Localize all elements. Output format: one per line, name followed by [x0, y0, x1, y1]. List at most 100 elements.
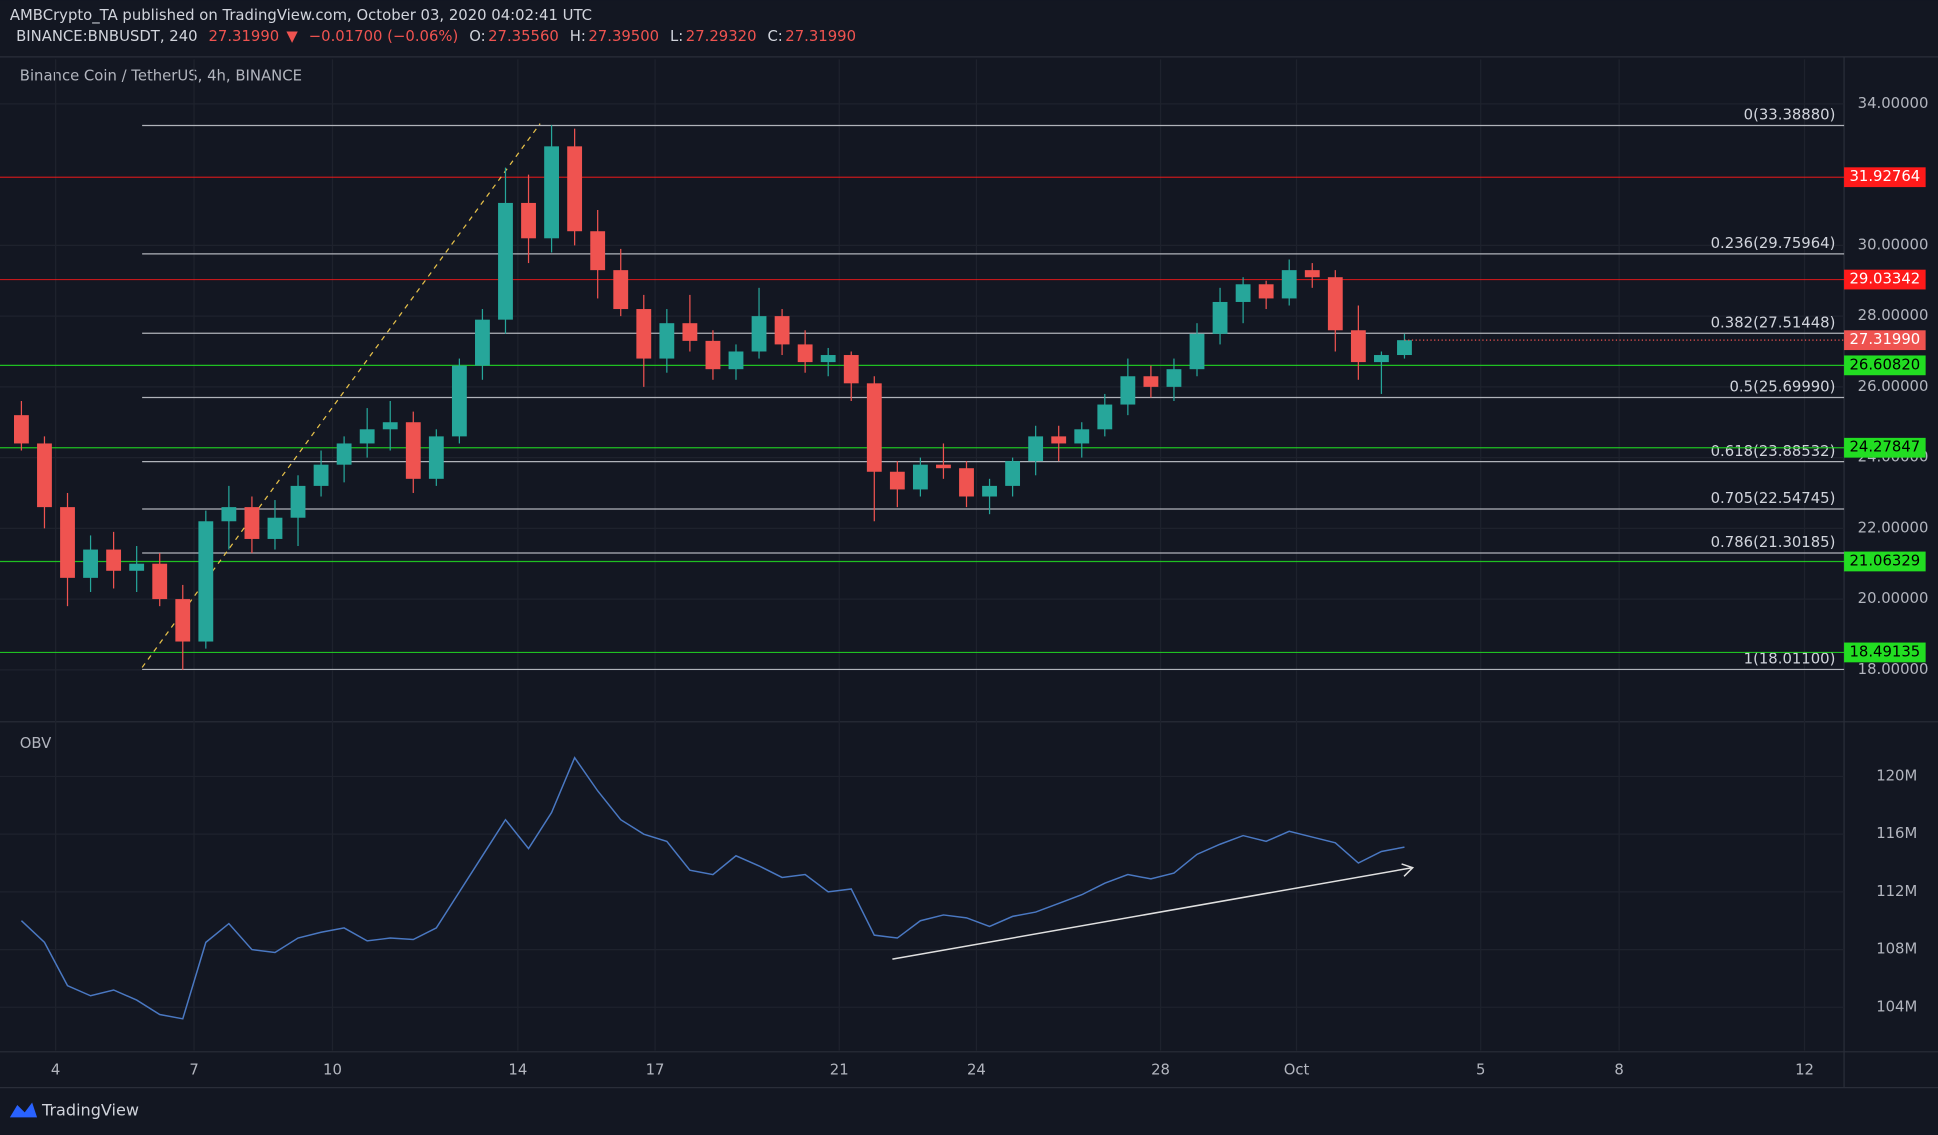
- y-tick-label: 120M: [1876, 767, 1917, 784]
- fib-label: 0.382(27.51448): [1711, 314, 1836, 331]
- candle-body: [290, 485, 306, 518]
- candle-body: [1397, 340, 1412, 356]
- y-tick-label: 18.00000: [1858, 661, 1929, 678]
- price-tag: [1844, 437, 1926, 458]
- price-tag: [1844, 167, 1926, 188]
- candle-body: [936, 464, 951, 469]
- fib-label: 0.236(29.75964): [1711, 235, 1836, 252]
- logo: [9, 1102, 38, 1118]
- y-tick-label: 22.00000: [1858, 519, 1929, 536]
- fib-label: 0.618(23.88532): [1711, 443, 1836, 460]
- header-line1: AMBCrypto_TA published on TradingView.co…: [10, 7, 592, 24]
- candle-body: [313, 464, 329, 486]
- candle-body: [198, 521, 214, 642]
- candle-body: [590, 231, 606, 271]
- candle-body: [244, 507, 260, 539]
- candle-body: [1051, 436, 1067, 444]
- x-tick-label: 14: [508, 1061, 527, 1078]
- low-value: 27.29320: [686, 28, 757, 45]
- candle-body: [129, 563, 145, 571]
- x-tick-label: 24: [967, 1061, 986, 1078]
- price-tag-label: 24.27847: [1849, 439, 1920, 456]
- candle-body: [1074, 429, 1090, 444]
- price-tag-label: 29.03342: [1849, 271, 1920, 288]
- candle-body: [60, 507, 75, 578]
- candle-body: [1258, 284, 1274, 299]
- x-tick-label: 4: [51, 1061, 60, 1078]
- logo-icon: [9, 1102, 38, 1118]
- candle-body: [843, 355, 859, 384]
- candle-body: [521, 202, 536, 239]
- candle-body: [751, 316, 767, 352]
- y-tick-label: 28.00000: [1858, 307, 1929, 324]
- candle-body: [774, 316, 790, 345]
- fib-label: 0.705(22.54745): [1711, 490, 1836, 507]
- candle-body: [451, 365, 467, 437]
- candle-body: [428, 436, 444, 479]
- y-tick-label: 104M: [1876, 998, 1917, 1015]
- price-tag-label: 21.06329: [1849, 552, 1920, 569]
- open-value: 27.35560: [488, 28, 559, 45]
- y-tick-label: 116M: [1876, 825, 1917, 842]
- candle-body: [544, 146, 559, 239]
- candle-body: [498, 202, 513, 320]
- candle-body: [382, 422, 398, 430]
- candle-body: [728, 351, 744, 370]
- candle-body: [106, 549, 122, 571]
- price-tag: [1844, 642, 1926, 663]
- obv-line: [20, 756, 1405, 1020]
- candle-body: [1235, 284, 1251, 302]
- fib-label: 0(33.38880): [1744, 107, 1836, 124]
- x-tick-label: 10: [323, 1061, 342, 1078]
- header-line2: BINANCE:BNBUSDT, 240 27.31990 ▼ −0.01700…: [16, 28, 856, 45]
- candle-body: [820, 355, 836, 363]
- candle-body: [475, 319, 490, 366]
- price-tag: [1844, 355, 1926, 376]
- candle-body: [1097, 404, 1113, 430]
- candle-body: [705, 340, 721, 370]
- candle-body: [13, 415, 29, 444]
- price-tag-label: 26.60820: [1849, 356, 1920, 373]
- x-tick-label: 12: [1795, 1061, 1814, 1078]
- candle-body: [959, 468, 974, 497]
- candle-body: [567, 146, 583, 232]
- candle-body: [221, 507, 237, 522]
- candle-body: [1005, 461, 1021, 486]
- y-tick-label: 26.00000: [1858, 378, 1929, 395]
- candle-body: [405, 422, 421, 479]
- price-tag-label: 31.92764: [1849, 168, 1920, 185]
- candle-body: [889, 471, 905, 490]
- candle-body: [1327, 277, 1343, 331]
- candle-body: [636, 309, 652, 359]
- candle-body: [267, 517, 283, 539]
- candle-body: [1281, 270, 1297, 299]
- y-tick-label: 34.00000: [1858, 95, 1929, 112]
- candle-body: [682, 323, 698, 341]
- candle-body: [1189, 333, 1205, 370]
- price-tag: [1844, 269, 1926, 290]
- x-tick-label: 21: [830, 1061, 849, 1078]
- x-tick-label: 7: [189, 1061, 198, 1078]
- candle-body: [152, 563, 168, 600]
- y-tick-label: 30.00000: [1858, 236, 1929, 253]
- change: −0.01700 (−0.06%): [309, 28, 459, 45]
- price-tag: [1844, 330, 1926, 351]
- arrow-head: [1401, 863, 1415, 877]
- high-key: H:: [570, 28, 586, 45]
- candle-body: [982, 485, 997, 497]
- price-tag-label: 27.31990: [1849, 331, 1920, 348]
- x-tick-label: 8: [1614, 1061, 1623, 1078]
- y-tick-label: 20.00000: [1858, 590, 1929, 607]
- footer-brand: TradingView: [41, 1101, 139, 1120]
- candle-body: [37, 443, 52, 508]
- x-tick-label: 17: [646, 1061, 665, 1078]
- close-value: 27.31990: [785, 28, 856, 45]
- fib-label: 0.786(21.30185): [1711, 534, 1836, 551]
- x-tick-label: Oct: [1284, 1061, 1310, 1078]
- candle-body: [1304, 270, 1320, 278]
- candle-body: [797, 344, 813, 363]
- y-tick-label: 112M: [1876, 883, 1917, 900]
- candle-body: [613, 270, 629, 310]
- low-key: L:: [670, 28, 683, 45]
